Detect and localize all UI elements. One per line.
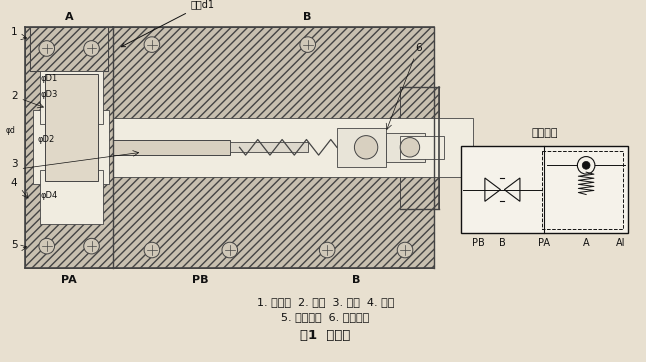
- Circle shape: [300, 37, 315, 52]
- Bar: [337, 128, 386, 167]
- Text: B: B: [352, 275, 360, 285]
- Bar: [113, 118, 474, 177]
- Circle shape: [144, 242, 160, 258]
- Text: A: A: [65, 12, 74, 22]
- Circle shape: [400, 138, 420, 157]
- Text: 3: 3: [11, 159, 17, 169]
- Text: AI: AI: [616, 238, 625, 248]
- Bar: [30, 27, 108, 71]
- Circle shape: [397, 242, 413, 258]
- Circle shape: [84, 238, 99, 254]
- Bar: [113, 139, 230, 155]
- Text: PB: PB: [193, 275, 209, 285]
- Text: PA: PA: [61, 275, 77, 285]
- Text: 1: 1: [11, 27, 17, 37]
- Text: 5. 复位弹簧  6. 单向阀组: 5. 复位弹簧 6. 单向阀组: [281, 312, 370, 322]
- Bar: [386, 133, 424, 162]
- Text: A: A: [583, 238, 589, 248]
- Bar: [45, 74, 98, 181]
- Circle shape: [222, 242, 238, 258]
- Text: 5: 5: [11, 240, 17, 250]
- Text: 2: 2: [11, 90, 17, 101]
- Circle shape: [355, 136, 378, 159]
- Text: PA: PA: [538, 238, 550, 248]
- Bar: [40, 170, 103, 224]
- Bar: [40, 71, 103, 125]
- Circle shape: [84, 41, 99, 56]
- Text: 小孔d1: 小孔d1: [121, 0, 215, 47]
- Text: B: B: [304, 12, 312, 22]
- Bar: [25, 27, 113, 268]
- Bar: [33, 110, 109, 184]
- Circle shape: [39, 41, 54, 56]
- Text: 1. 接头座  2. 阀座  3. 阀杆  4. 阀体: 1. 接头座 2. 阀座 3. 阀杆 4. 阀体: [256, 296, 394, 307]
- Text: PB: PB: [472, 238, 484, 248]
- Text: B: B: [499, 238, 506, 248]
- Bar: [230, 142, 307, 152]
- Bar: [543, 151, 623, 229]
- Text: 机能符号: 机能符号: [531, 128, 557, 138]
- Text: φD1: φD1: [41, 74, 58, 83]
- Text: 4: 4: [11, 178, 17, 188]
- Text: φD3: φD3: [41, 90, 58, 99]
- Circle shape: [144, 37, 160, 52]
- Circle shape: [582, 161, 590, 169]
- Text: 6: 6: [415, 43, 421, 54]
- Bar: [461, 146, 628, 233]
- Text: φD4: φD4: [41, 191, 58, 200]
- Circle shape: [39, 238, 54, 254]
- Text: 图1  结构图: 图1 结构图: [300, 329, 350, 342]
- Text: φd: φd: [6, 126, 16, 135]
- Bar: [400, 88, 439, 209]
- Bar: [113, 27, 434, 268]
- Circle shape: [319, 242, 335, 258]
- Bar: [30, 27, 108, 71]
- Text: φD2: φD2: [37, 135, 54, 144]
- Bar: [400, 136, 444, 159]
